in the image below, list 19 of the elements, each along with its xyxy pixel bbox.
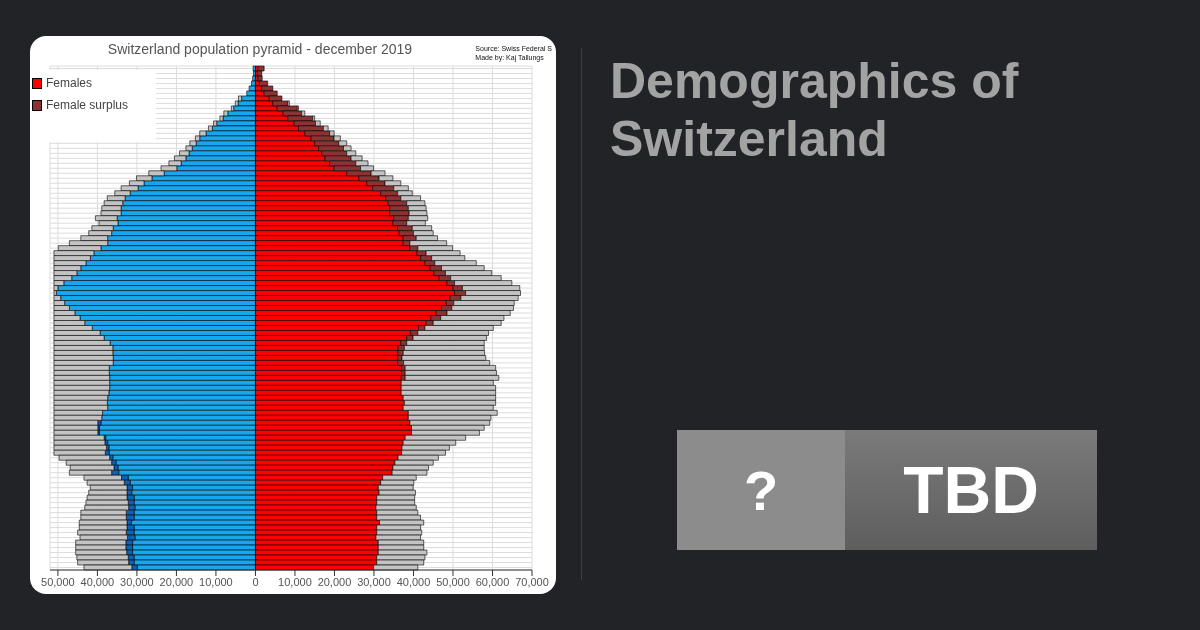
legend-label: Female surplus bbox=[46, 98, 129, 112]
x-tick-label: 70,000 bbox=[515, 575, 549, 588]
x-tick-label: 30,000 bbox=[357, 575, 391, 588]
x-tick-label: 40,000 bbox=[396, 575, 431, 588]
x-tick-label: 20,000 bbox=[159, 575, 194, 588]
text: TBD bbox=[845, 430, 1097, 550]
x-tick-label: 40,000 bbox=[80, 575, 115, 588]
x-tick-label: 50,000 bbox=[41, 575, 75, 588]
x-tick-label: 10,000 bbox=[199, 575, 233, 588]
x-tick-label: 10,000 bbox=[278, 575, 312, 588]
x-tick-label: 60,000 bbox=[475, 575, 510, 588]
text: ? bbox=[677, 430, 845, 550]
x-tick-label: 20,000 bbox=[317, 575, 352, 588]
x-tick-label: 30,000 bbox=[120, 575, 154, 588]
x-tick-label: 50,000 bbox=[436, 575, 470, 588]
text: Demographics of Switzerland bbox=[610, 52, 1020, 168]
chart-title: Switzerland population pyramid - december 2019 bbox=[107, 41, 413, 57]
legend-label: Females bbox=[46, 76, 93, 90]
x-tick-label: 0 bbox=[252, 575, 259, 588]
